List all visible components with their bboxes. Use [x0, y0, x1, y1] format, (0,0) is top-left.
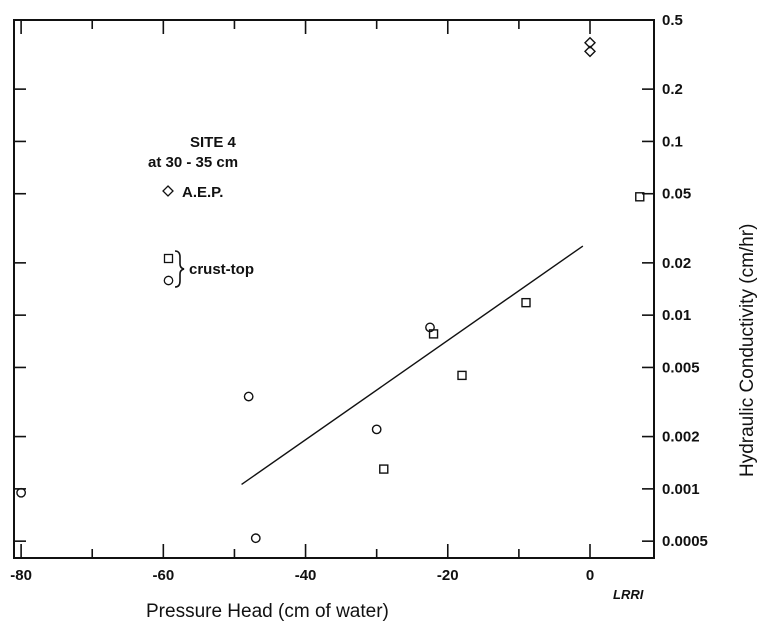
y-tick-label: 0.005: [662, 359, 700, 376]
y-tick-label: 0.0005: [662, 533, 708, 550]
data-point-square: [521, 297, 531, 308]
legend-brace: [174, 250, 185, 288]
x-axis-title: Pressure Head (cm of water): [146, 601, 389, 622]
data-point-circle: [371, 424, 382, 435]
data-point-diamond: [584, 36, 596, 49]
plot-frame: [13, 19, 655, 559]
y-axis-title: Hydraulic Conductivity (cm/hr): [737, 224, 758, 477]
legend-title-line1: SITE 4: [190, 134, 237, 151]
y-tick-label: 0.02: [662, 255, 691, 272]
x-tick-label: -20: [437, 567, 459, 584]
y-tick-label: 0.05: [662, 186, 691, 203]
data-point-circle: [425, 322, 435, 333]
x-tick-label: -40: [295, 567, 317, 584]
y-tick-label: 0.002: [662, 429, 700, 446]
y-tick-label: 0.001: [662, 481, 700, 498]
y-tick-label: 0.01: [662, 307, 691, 324]
data-point-circle: [250, 533, 261, 544]
data-point-circle: [16, 487, 27, 498]
data-point-square: [457, 370, 467, 381]
y-axis-ticks: 0.5 0.2 0.1 0.05 0.02 0.01 0.005 0.002 0.001 0.00…: [14, 12, 708, 550]
x-tick-label: -60: [152, 567, 174, 584]
x-tick-label: 0: [586, 567, 594, 584]
legend-title-line2: at 30 - 35 cm: [148, 154, 238, 171]
fit-line: [241, 245, 584, 486]
legend: SITE 4 at 30 - 35 cm A.E.P. crust-top: [148, 134, 254, 288]
legend-circle-marker: [163, 275, 174, 286]
y-tick-label: 0.5: [662, 12, 683, 29]
x-tick-label: -80: [10, 567, 32, 584]
legend-crust-label: crust-top: [189, 261, 254, 278]
credit-label: LRRI: [613, 587, 644, 602]
legend-aep-label: A.E.P.: [182, 184, 223, 201]
data-points-layer: [16, 36, 645, 544]
data-point-diamond: [584, 45, 596, 58]
y-tick-label: 0.1: [662, 133, 683, 150]
legend-square-marker: [163, 253, 174, 264]
x-axis-ticks: -80 -60 -40 -20 0: [10, 20, 594, 584]
data-point-square: [635, 192, 645, 202]
legend-diamond-marker: [162, 185, 174, 197]
data-point-square: [379, 464, 389, 474]
data-point-circle: [243, 391, 254, 402]
fit-line-layer: [241, 245, 584, 486]
y-tick-label: 0.2: [662, 81, 683, 98]
